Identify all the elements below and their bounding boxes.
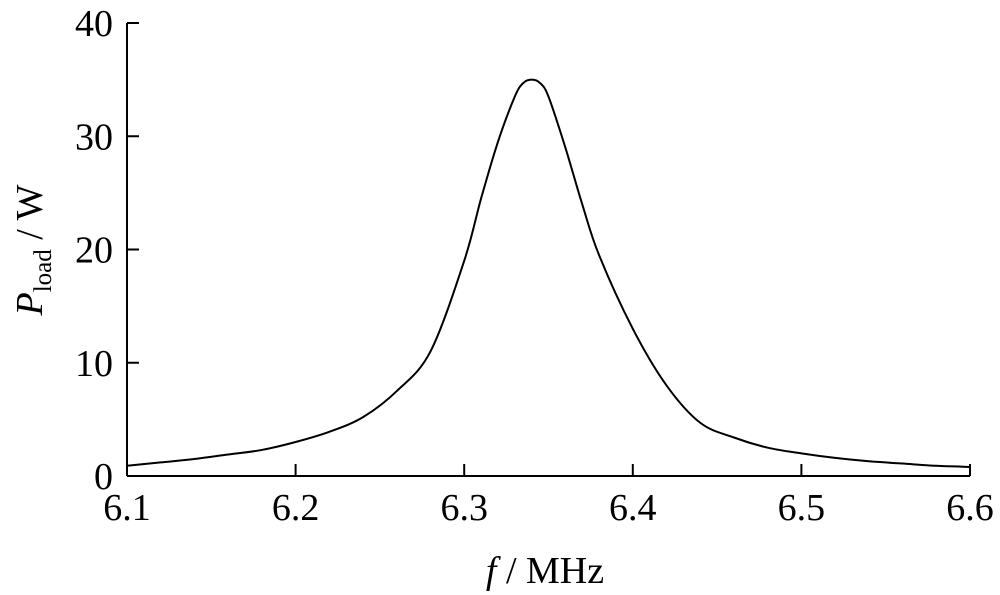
- y-tick-label: 10: [75, 343, 113, 385]
- x-tick-label: 6.2: [272, 487, 320, 529]
- x-tick-label: 6.3: [440, 487, 488, 529]
- y-axis-label-unit: / W: [9, 184, 51, 249]
- y-axis-label-subscript: load: [30, 249, 57, 293]
- x-axis-ticks: 6.1 6.2 6.3 6.4 6.5 6.6: [103, 464, 994, 529]
- y-tick-label: 0: [94, 456, 113, 498]
- x-tick-label: 6.4: [609, 487, 657, 529]
- series-line: [126, 78, 971, 468]
- y-axis-ticks: 0 10 20 30 40: [75, 3, 139, 498]
- y-axis-label: Pload / W: [9, 184, 57, 316]
- y-tick-label: 20: [75, 230, 113, 272]
- x-axis-label: f / MHz: [486, 550, 604, 592]
- y-axis-label-symbol: P: [9, 292, 51, 316]
- y-tick-label: 40: [75, 3, 113, 45]
- x-tick-label: 6.5: [778, 487, 826, 529]
- x-tick-label: 6.1: [103, 487, 151, 529]
- y-tick-label: 30: [75, 116, 113, 158]
- x-axis-label-unit: / MHz: [496, 550, 604, 592]
- x-tick-label: 6.6: [946, 487, 994, 529]
